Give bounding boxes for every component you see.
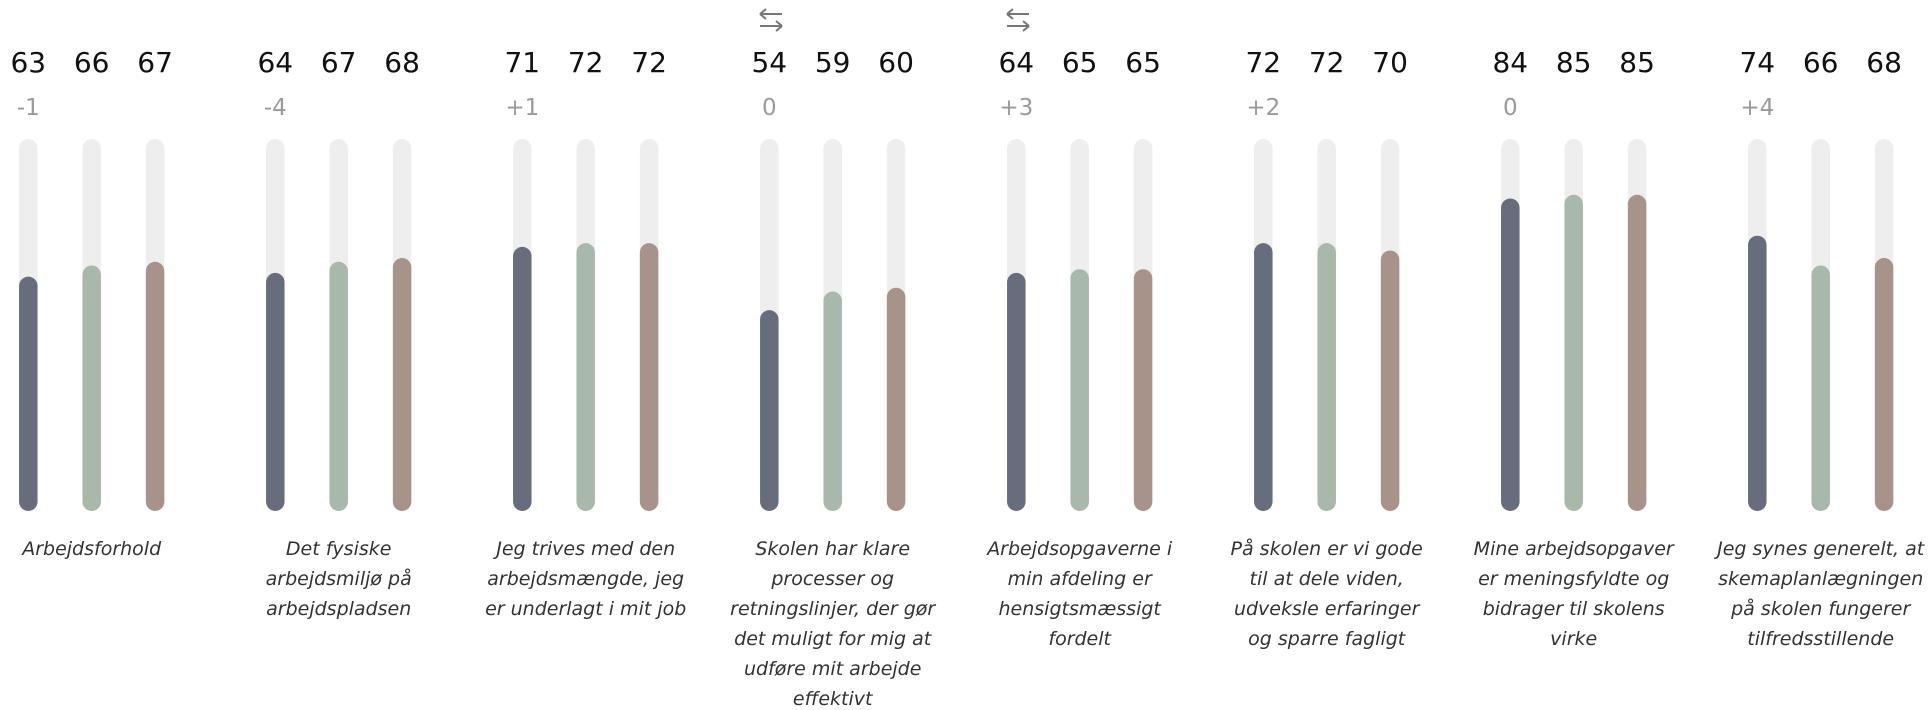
change-label: +2 [1246,95,1281,121]
bar [392,258,412,511]
bar [1627,194,1647,512]
value-label: 65 [1125,46,1161,79]
bar [1748,235,1767,511]
bar [1874,258,1894,511]
bar [1133,269,1153,511]
category-label: Arbejdsopgaverne i min afdeling er hensi… [987,538,1173,650]
value-label: 64 [257,46,294,79]
bar [886,287,906,511]
value-label: 72 [1308,46,1345,79]
bar [1317,243,1336,511]
value-label: 84 [1492,46,1529,79]
value-label: 68 [384,46,420,79]
swap-icon [1006,8,1030,32]
value-label: 71 [504,46,541,79]
category-label: På skolen er vi gode til at dele viden, … [1230,538,1423,650]
value-label: 85 [1619,46,1655,79]
bar [19,276,38,511]
value-label: 74 [1739,46,1776,79]
value-label: 72 [567,46,604,79]
value-label: 60 [878,46,914,79]
change-label: 0 [1502,95,1518,121]
bar [1501,198,1520,511]
category-label: Det fysiske arbejdsmiljø på arbejdsplads… [265,538,412,620]
change-label: 0 [761,95,777,121]
change-label: +1 [505,95,540,121]
value-label: 68 [1866,46,1902,79]
change-label: -4 [263,95,287,121]
value-label: 72 [631,46,667,79]
category-label: Skolen har klare processer og retningsli… [730,538,936,710]
value-label: 65 [1061,46,1098,79]
value-label: 66 [73,46,110,79]
bar [329,261,348,511]
value-label: 59 [814,46,851,79]
category-label: Arbejdsforhold [22,538,162,560]
category-label: Jeg trives med den arbejdsmængde, jeg er… [485,538,687,620]
value-label: 63 [10,46,47,79]
bar [266,272,285,511]
bar [639,243,659,511]
bar [513,246,532,511]
value-label: 85 [1555,46,1592,79]
change-label: +4 [1740,95,1775,121]
value-label: 72 [1245,46,1282,79]
category-label: Mine arbejdsopgaver er meningsfyldte og … [1473,538,1674,650]
bar [1007,272,1026,511]
bar [1811,265,1830,511]
value-label: 66 [1802,46,1839,79]
value-label: 54 [751,46,788,79]
swap-icon [759,8,783,32]
bar [1564,194,1583,512]
bar [576,243,595,511]
bar [1254,243,1273,511]
value-label: 64 [998,46,1035,79]
change-label: -1 [16,95,40,121]
bar [823,291,842,511]
value-label: 67 [320,46,357,79]
bar [760,310,779,511]
value-label: 70 [1372,46,1408,79]
bar [1070,269,1089,511]
bar [82,265,101,511]
bar [1380,250,1400,511]
change-label: +3 [999,95,1034,121]
value-label: 67 [137,46,173,79]
bar [145,261,165,511]
category-label: Jeg synes generelt, at skemaplanlægninge… [1717,538,1925,650]
